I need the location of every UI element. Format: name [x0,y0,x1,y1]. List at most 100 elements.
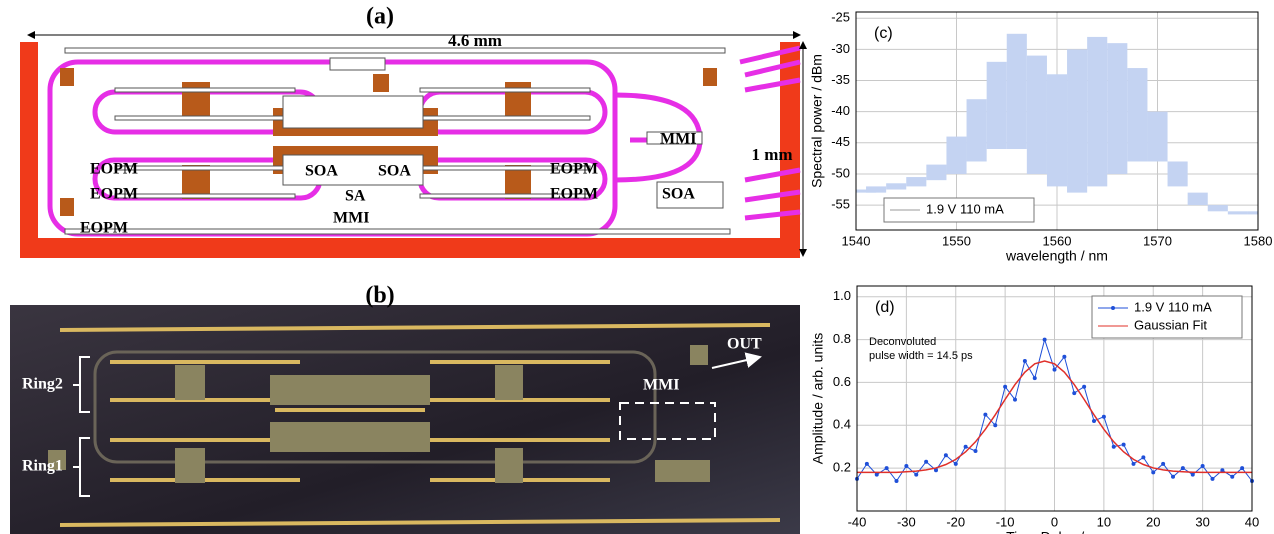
spectrum-band [987,62,1007,149]
x-axis-label: Time Delay / ps [1006,529,1103,534]
x-tick-label: -10 [996,514,1015,529]
spectrum-band [1087,37,1107,186]
spectrum-band [1127,68,1147,161]
x-tick-label: 0 [1051,514,1058,529]
spectrum-band [886,183,906,189]
spectrum-band [1168,161,1188,186]
component-label: EOPM [550,186,598,203]
y-tick-label: -35 [831,72,850,87]
panel-label: (b) [365,283,394,309]
data-point [924,460,928,464]
photo-label: OUT [727,336,762,353]
spectrum-band [906,177,926,186]
data-point [865,462,869,466]
spectrum-band [1027,56,1047,174]
component-label: EOPM [90,161,138,178]
component-label: SOA [378,163,411,180]
x-tick-label: 1580 [1244,233,1273,248]
length-label: 4.6 mm [448,31,502,50]
y-tick-label: 0.8 [833,331,851,346]
y-axis-label: Amplitude / arb. units [810,333,826,465]
panel-label: (d) [875,299,895,316]
height-label: 1 mm [751,145,792,164]
x-tick-label: 1550 [942,233,971,248]
spectrum-band [967,99,987,161]
spectrum-band [1107,43,1127,174]
data-point [1201,464,1205,468]
data-point [1102,415,1106,419]
component-label: SA [345,188,366,205]
data-point [1072,391,1076,395]
data-point [1122,443,1126,447]
data-point [954,462,958,466]
data-point [1151,470,1155,474]
component-label: MMI [660,131,696,148]
y-tick-label: 0.2 [833,460,851,475]
legend-marker [1111,306,1115,310]
x-tick-label: 40 [1245,514,1259,529]
data-point [1043,338,1047,342]
spectrum-band [866,186,886,192]
legend-label: 1.9 V 110 mA [1134,299,1212,314]
data-point [1161,462,1165,466]
layout-diagram: (a) 4.6 mm 1 mm EOPM EOPM EOPM SOA SOA S… [20,4,803,259]
y-tick-label: 0.4 [833,417,851,432]
spectrum-band [1147,112,1167,162]
data-point [1013,398,1017,402]
y-tick-label: -25 [831,10,850,25]
panel-label: (a) [366,4,394,30]
data-point [1003,385,1007,389]
photo-background [10,305,800,534]
x-tick-label: 20 [1146,514,1160,529]
data-point [1211,477,1215,481]
spectrum-band [1248,211,1258,214]
x-tick-label: 10 [1097,514,1111,529]
data-point [974,449,978,453]
spectrum-band [1047,74,1067,186]
chip-photo: (b) Ring2 Ring1 OUT MMI [10,283,800,534]
data-point [1191,473,1195,477]
spectrum-band [926,165,946,181]
spectrum-band [1188,193,1208,205]
component-label: SOA [305,163,338,180]
data-point [1141,455,1145,459]
spectrum-band [1208,205,1228,211]
data-point [1181,466,1185,470]
data-point [914,473,918,477]
component-label: SOA [662,186,695,203]
data-point [944,453,948,457]
y-tick-label: -45 [831,134,850,149]
annotation: Deconvoluted [869,336,936,348]
data-point [1132,462,1136,466]
annotation: pulse width = 14.5 ps [869,350,973,362]
data-point [1062,355,1066,359]
figure: (a) 4.6 mm 1 mm EOPM EOPM EOPM SOA SOA S… [0,0,1274,534]
y-tick-label: -40 [831,103,850,118]
data-point [964,445,968,449]
component-label: EOPM [550,161,598,178]
component-label: MMI [333,210,369,227]
legend-label: 1.9 V 110 mA [926,201,1004,216]
component-label: EOPM [90,186,138,203]
data-point [1230,475,1234,479]
x-tick-label: -40 [848,514,867,529]
spectrum-band [1067,49,1087,192]
data-point [1053,368,1057,372]
panel-label: (c) [874,25,893,42]
data-point [993,423,997,427]
spectrum-band [1007,34,1027,149]
data-point [1033,376,1037,380]
component-label: EOPM [80,220,128,237]
y-tick-label: 0.6 [833,374,851,389]
y-tick-label: -50 [831,165,850,180]
x-tick-label: -20 [946,514,965,529]
photo-label: Ring2 [22,376,63,393]
data-point [983,413,987,417]
data-point [1082,385,1086,389]
data-point [1171,475,1175,479]
y-tick-label: -55 [831,197,850,212]
x-axis-label: wavelength / nm [1005,248,1108,264]
data-point [885,466,889,470]
y-tick-label: 1.0 [833,288,851,303]
